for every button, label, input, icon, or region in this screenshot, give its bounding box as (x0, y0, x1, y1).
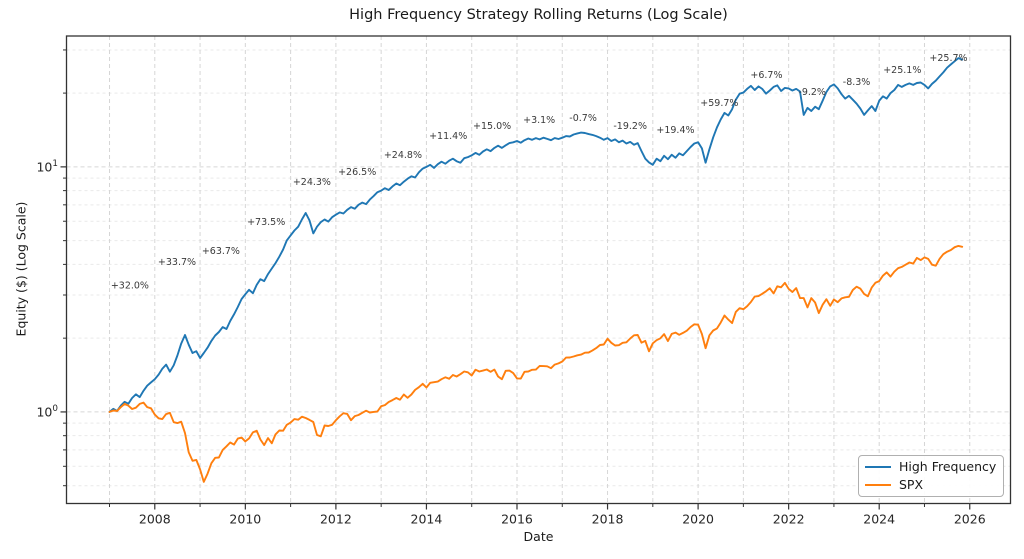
axis-ticks (60, 49, 971, 510)
x-tick-label: 2020 (682, 512, 714, 527)
legend-swatch-spx (865, 483, 891, 486)
annotations: +32.0% +33.7% +63.7% +73.5% +24.3% +26.5% +24.… (111, 53, 968, 291)
annotation-label: +24.8% (384, 150, 422, 161)
annotation-label: -9.2% (798, 87, 826, 98)
x-tick-label: 2010 (229, 512, 261, 527)
x-tick-labels: 2008 2010 2012 2014 2016 2018 2020 2022 2024 2026 (139, 512, 986, 527)
x-tick-label: 2024 (863, 512, 895, 527)
annotation-label: +25.1% (883, 65, 921, 76)
annotation-label: +26.5% (338, 167, 376, 178)
legend-label-high-frequency: High Frequency (899, 458, 997, 474)
chart-title: High Frequency Strategy Rolling Returns … (349, 7, 728, 23)
annotation-label: -8.3% (843, 77, 871, 88)
legend-item-spx: SPX (865, 476, 997, 493)
x-tick-label: 2008 (139, 512, 171, 527)
grid-minor (66, 49, 1011, 487)
annotation-label: +73.5% (247, 217, 285, 228)
annotation-label: -0.7% (569, 113, 597, 124)
legend-swatch-high-frequency (865, 466, 891, 469)
annotation-label: +63.7% (202, 246, 240, 257)
x-tick-label: 2022 (773, 512, 805, 527)
x-tick-label: 2018 (592, 512, 624, 527)
x-axis-label: Date (523, 529, 554, 544)
annotation-label: +33.7% (158, 257, 196, 268)
y-tick-label: 100 (36, 404, 58, 420)
y-tick-label: 101 (36, 159, 58, 175)
axes-spines (65, 35, 1012, 505)
x-tick-label: 2012 (320, 512, 352, 527)
annotation-label: +11.4% (429, 131, 467, 142)
legend-item-high-frequency: High Frequency (865, 459, 997, 476)
annotation-label: +3.1% (523, 115, 555, 126)
annotation-label: +59.7% (700, 98, 738, 109)
y-tick-labels: 100 101 (36, 159, 58, 420)
annotation-label: +6.7% (750, 70, 782, 81)
x-tick-label: 2014 (411, 512, 443, 527)
grid-major (66, 36, 1011, 504)
x-tick-label: 2016 (501, 512, 533, 527)
legend-label-spx: SPX (899, 476, 924, 492)
legend: High Frequency SPX (858, 455, 1004, 497)
series-line-high-frequency (108, 57, 964, 413)
annotation-label: +32.0% (111, 281, 149, 292)
annotation-label: +19.4% (656, 125, 694, 136)
annotation-label: +15.0% (473, 121, 511, 132)
x-tick-label: 2026 (954, 512, 986, 527)
series-line-spx (108, 244, 964, 483)
annotation-label: -19.2% (613, 121, 647, 132)
annotation-label: +24.3% (293, 177, 331, 188)
y-axis-label: Equity ($) (Log Scale) (13, 201, 29, 337)
annotation-label: +25.7% (929, 53, 967, 64)
